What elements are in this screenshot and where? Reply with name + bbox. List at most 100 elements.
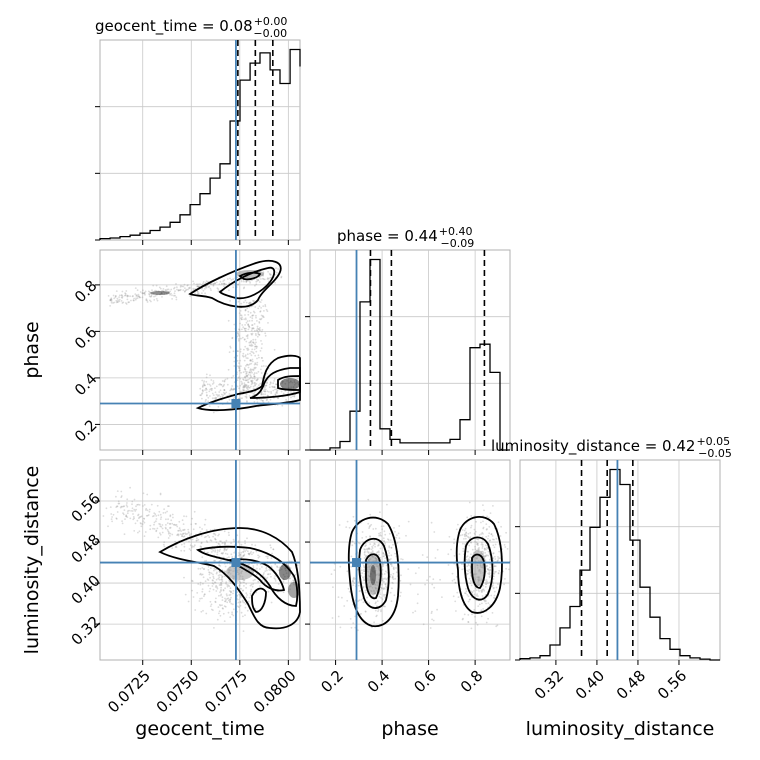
sample-point bbox=[291, 395, 294, 398]
sample-point bbox=[238, 369, 241, 372]
sample-point bbox=[256, 563, 259, 566]
tick-label-y: 0.8 bbox=[71, 277, 101, 307]
sample-point bbox=[222, 552, 225, 554]
sample-point bbox=[212, 532, 215, 535]
sample-point bbox=[226, 548, 228, 551]
sample-point bbox=[199, 526, 201, 529]
sample-point bbox=[256, 320, 258, 322]
sample-point bbox=[132, 299, 135, 302]
sample-point bbox=[232, 388, 235, 390]
sample-point bbox=[248, 395, 251, 397]
sample-point bbox=[292, 579, 295, 582]
sample-point bbox=[200, 574, 203, 576]
sample-point bbox=[383, 540, 385, 543]
sample-point bbox=[429, 575, 431, 578]
tick-label-y: 0.56 bbox=[68, 489, 104, 525]
sample-point bbox=[186, 532, 189, 535]
sample-point bbox=[239, 596, 242, 599]
sample-point bbox=[214, 396, 217, 399]
sample-point bbox=[497, 556, 499, 558]
sample-point bbox=[246, 371, 248, 373]
sample-point bbox=[211, 392, 214, 395]
sample-point bbox=[481, 531, 484, 534]
sample-point bbox=[251, 368, 254, 371]
sample-point bbox=[246, 386, 248, 389]
sample-point bbox=[474, 545, 476, 548]
sample-point bbox=[110, 518, 113, 520]
sample-point bbox=[212, 394, 215, 396]
sample-point bbox=[265, 384, 268, 387]
sample-point bbox=[229, 277, 231, 280]
sample-point bbox=[149, 299, 151, 302]
sample-point bbox=[151, 289, 153, 292]
sample-point bbox=[219, 574, 221, 576]
sample-point bbox=[265, 399, 268, 402]
sample-point bbox=[232, 592, 234, 595]
sample-point bbox=[385, 585, 387, 588]
sample-point bbox=[256, 278, 258, 281]
sample-point bbox=[198, 600, 201, 602]
sample-point bbox=[136, 503, 139, 506]
sample-point bbox=[221, 596, 224, 599]
sample-point bbox=[485, 544, 487, 547]
sample-point bbox=[165, 527, 167, 530]
sample-point bbox=[391, 581, 394, 584]
sample-point bbox=[178, 289, 181, 291]
sample-point bbox=[214, 550, 217, 553]
sample-point bbox=[252, 377, 254, 380]
sample-point bbox=[249, 552, 252, 554]
sample-point bbox=[243, 553, 246, 556]
sample-point bbox=[498, 569, 501, 572]
sample-point bbox=[205, 612, 208, 615]
sample-point bbox=[149, 295, 152, 298]
sample-point bbox=[116, 490, 119, 492]
sample-point bbox=[240, 280, 243, 283]
sample-point bbox=[180, 549, 183, 552]
sample-point bbox=[381, 577, 384, 580]
sample-point bbox=[144, 531, 147, 533]
sample-point bbox=[364, 555, 367, 558]
sample-point bbox=[166, 288, 169, 291]
sample-point bbox=[232, 397, 235, 400]
sample-point bbox=[209, 605, 212, 607]
sample-point bbox=[480, 609, 483, 611]
sample-point bbox=[243, 359, 246, 362]
sample-point bbox=[238, 593, 241, 596]
sample-point bbox=[162, 512, 165, 514]
sample-point bbox=[258, 333, 260, 336]
sample-point bbox=[273, 378, 276, 380]
sample-point bbox=[236, 359, 239, 362]
sample-point bbox=[243, 384, 246, 387]
sample-point bbox=[221, 552, 223, 555]
sample-point bbox=[351, 580, 354, 583]
sample-point bbox=[487, 535, 490, 537]
sample-point bbox=[219, 594, 222, 597]
sample-point bbox=[210, 387, 213, 390]
sample-point bbox=[220, 578, 223, 581]
sample-point bbox=[252, 341, 255, 344]
sample-point bbox=[453, 578, 456, 581]
sample-point bbox=[220, 583, 223, 585]
sample-point bbox=[175, 545, 177, 548]
sample-point bbox=[210, 603, 213, 606]
sample-point bbox=[196, 290, 199, 293]
sample-point bbox=[167, 537, 170, 539]
sample-point bbox=[475, 621, 477, 624]
sample-point bbox=[257, 307, 260, 310]
sample-point bbox=[212, 535, 215, 538]
sample-point bbox=[249, 359, 252, 362]
sample-point bbox=[385, 564, 388, 567]
sample-point bbox=[239, 601, 242, 604]
sample-point bbox=[247, 324, 250, 327]
sample-point bbox=[241, 324, 244, 326]
sample-point bbox=[233, 388, 235, 390]
sample-point bbox=[243, 286, 246, 289]
sample-point bbox=[393, 568, 395, 571]
sample-point bbox=[238, 312, 241, 315]
sample-point bbox=[161, 296, 163, 298]
sample-point bbox=[136, 297, 139, 300]
sample-point bbox=[369, 543, 372, 545]
sample-point bbox=[463, 613, 466, 616]
sample-point bbox=[361, 572, 364, 574]
sample-point bbox=[251, 381, 254, 384]
